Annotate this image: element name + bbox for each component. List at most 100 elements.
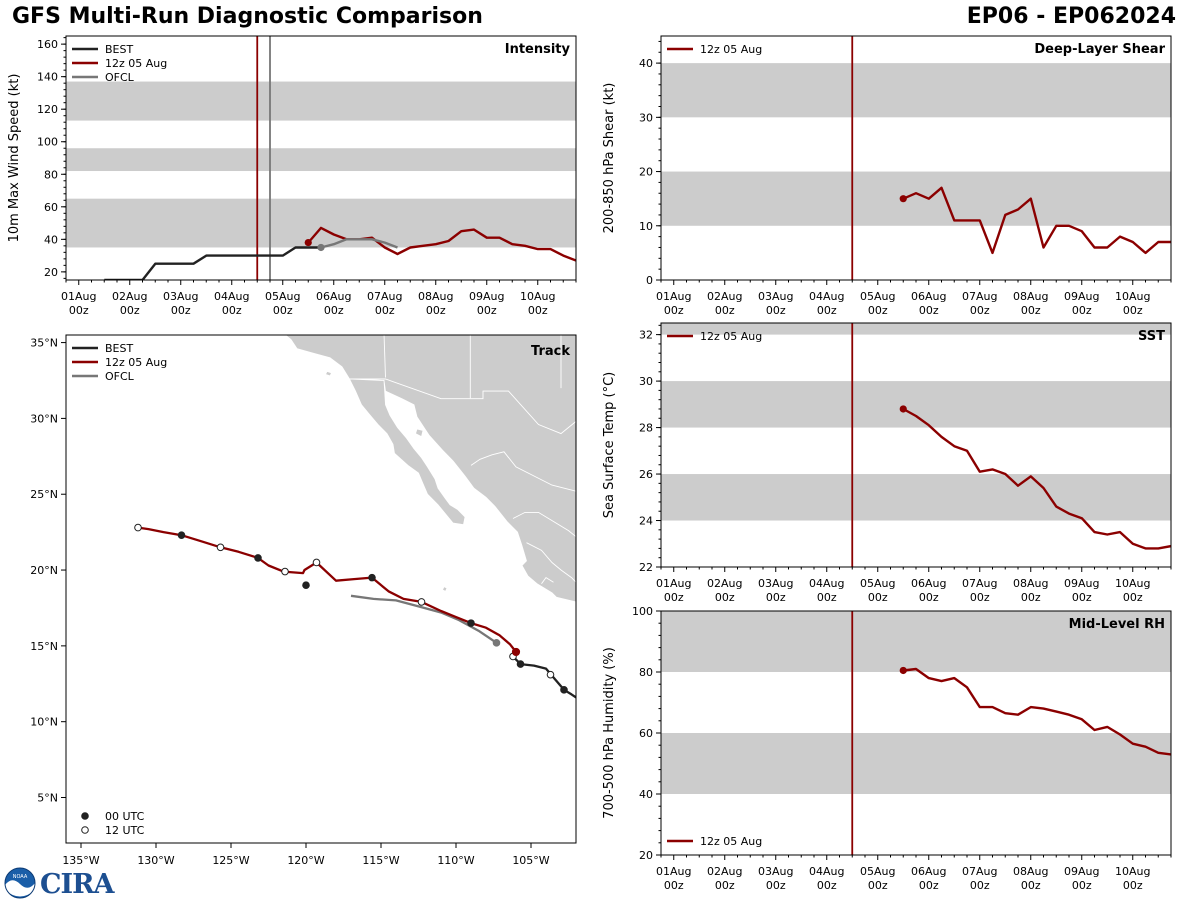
y-tick-label: 160 [37, 38, 58, 51]
track-point [254, 554, 262, 562]
y-tick-label: 30 [639, 111, 653, 124]
y-tick-label: 30 [639, 375, 653, 388]
panel-title: Mid-Level RH [1069, 617, 1165, 632]
series-line-12z-05-aug [902, 186, 1171, 255]
y-tick-label: 40 [639, 57, 653, 70]
x-tick-sublabel: 00z [919, 591, 939, 604]
x-tick-label: 05Aug [860, 290, 895, 303]
x-tick-sublabel: 00z [375, 304, 395, 317]
y-axis-label: 200-850 hPa Shear (kt) [602, 83, 617, 234]
y-tick-label: 140 [37, 71, 58, 84]
panel-title: Deep-Layer Shear [1034, 42, 1165, 57]
baja-peninsula [348, 378, 466, 526]
island [441, 586, 448, 592]
track-point [302, 581, 310, 590]
svg-text:NOAA: NOAA [13, 874, 28, 880]
y-tick-label: 80 [639, 666, 653, 679]
track-point [511, 647, 521, 657]
y-tick-label: 26 [639, 468, 653, 481]
x-tick-label: 09Aug [1064, 290, 1099, 303]
band [66, 81, 576, 121]
x-tick-label: 03Aug [758, 290, 793, 303]
x-tick-label: 10Aug [1115, 865, 1150, 878]
y-tick-label: 0 [646, 274, 653, 287]
x-tick-label: 01Aug [656, 865, 691, 878]
legend-marker-00 [81, 812, 89, 820]
y-tick-label: 32 [639, 329, 653, 342]
x-tick-label: 08Aug [1013, 290, 1048, 303]
x-tick-label: 01Aug [656, 577, 691, 590]
x-tick-sublabel: 00z [1021, 591, 1041, 604]
x-tick-sublabel: 00z [1123, 591, 1143, 604]
x-tick-sublabel: 00z [1123, 879, 1143, 892]
x-tick-label: 10Aug [520, 290, 555, 303]
x-tick-sublabel: 00z [715, 591, 735, 604]
x-tick-label: 02Aug [707, 577, 742, 590]
x-tick-label: 07Aug [962, 290, 997, 303]
band [661, 474, 1171, 521]
track-point [368, 573, 376, 582]
x-tick-sublabel: 00z [1072, 591, 1092, 604]
series-line-12z-05-aug [903, 667, 1171, 756]
shading-bands [661, 611, 1171, 794]
x-tick-label: 08Aug [1013, 577, 1048, 590]
shear-panel: 01Aug00z02Aug00z03Aug00z04Aug00z05Aug00z… [602, 35, 1172, 317]
band [661, 611, 1171, 672]
x-tick-label: 06Aug [911, 577, 946, 590]
y-tick-label: 30°N [30, 412, 58, 425]
x-tick-label: 110°W [437, 854, 474, 867]
legend-label: 00 UTC [105, 810, 145, 823]
series-group [104, 226, 576, 280]
x-tick-sublabel: 00z [970, 879, 990, 892]
x-tick-label: 07Aug [367, 290, 402, 303]
legend-label: 12z 05 Aug [105, 356, 167, 369]
x-tick-label: 02Aug [707, 290, 742, 303]
legend-label: 12z 05 Aug [700, 835, 762, 848]
y-tick-label: 40 [44, 233, 58, 246]
track-point [312, 558, 321, 567]
legend-label: OFCL [105, 370, 135, 383]
x-tick-sublabel: 00z [1072, 304, 1092, 317]
x-tick-label: 05Aug [265, 290, 300, 303]
cira-logo: CIRA [40, 869, 117, 900]
track-point [492, 639, 501, 647]
x-tick-label: 04Aug [809, 577, 844, 590]
x-tick-sublabel: 00z [970, 591, 990, 604]
y-tick-label: 24 [639, 515, 653, 528]
noaa-logo: NOAA [4, 867, 36, 899]
rh-panel: 01Aug00z02Aug00z03Aug00z04Aug00z05Aug00z… [602, 605, 1172, 892]
panel-title: Track [531, 344, 570, 359]
x-tick-label: 04Aug [214, 290, 249, 303]
page-title: GFS Multi-Run Diagnostic Comparison [12, 4, 483, 29]
x-tick-label: 115°W [362, 854, 399, 867]
track-point [467, 619, 475, 627]
x-tick-sublabel: 00z [766, 879, 786, 892]
svg-text:CIRA: CIRA [40, 869, 116, 900]
x-tick-sublabel: 00z [868, 591, 888, 604]
x-tick-sublabel: 00z [919, 304, 939, 317]
mainland [284, 335, 576, 610]
y-axis-label: 700-500 hPa Humidity (%) [602, 647, 617, 819]
series-group [899, 666, 1171, 756]
x-tick-sublabel: 00z [324, 304, 344, 317]
track-point [516, 660, 525, 668]
x-tick-label: 06Aug [316, 290, 351, 303]
y-tick-label: 25°N [30, 488, 58, 501]
legend-label: 12z 05 Aug [700, 330, 762, 343]
x-tick-label: 135°W [62, 854, 99, 867]
track-point [177, 531, 186, 539]
state-border [541, 577, 554, 584]
band [661, 323, 1171, 335]
track-point [560, 686, 568, 694]
y-tick-label: 60 [639, 727, 653, 740]
band [66, 148, 576, 172]
x-tick-label: 03Aug [163, 290, 198, 303]
x-tick-sublabel: 00z [868, 304, 888, 317]
y-tick-label: 20°N [30, 564, 58, 577]
y-tick-label: 15°N [30, 640, 58, 653]
y-tick-label: 10°N [30, 716, 58, 729]
legend-label: BEST [105, 342, 133, 355]
series-group [899, 186, 1171, 255]
island [415, 428, 424, 438]
track-point [216, 543, 225, 552]
